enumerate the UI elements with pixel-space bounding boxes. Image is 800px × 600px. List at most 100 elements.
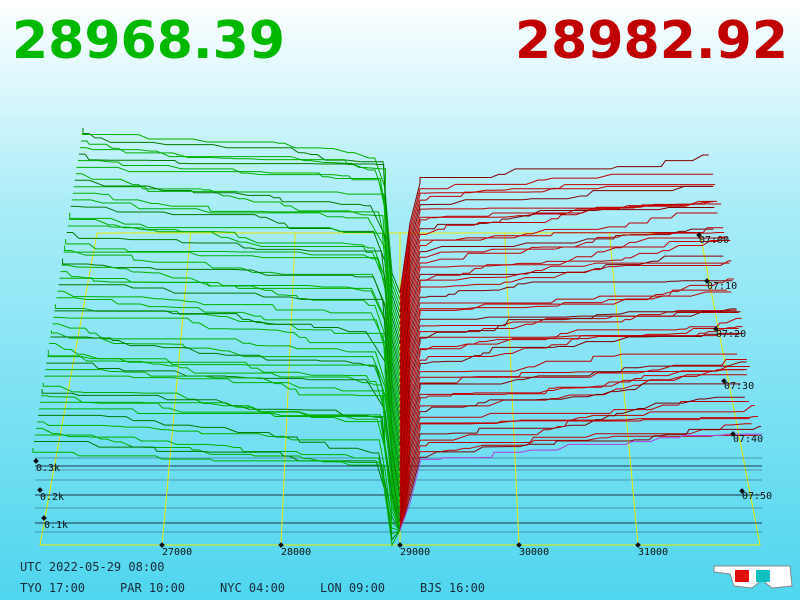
ask-depth-line — [399, 311, 739, 459]
ask-depth-line — [399, 353, 738, 504]
price-label: 28000 — [281, 547, 311, 558]
ask-depth-line — [399, 418, 750, 531]
time-label: 07:30 — [724, 381, 754, 392]
tick-marker — [696, 232, 702, 238]
ask-depth-line — [399, 200, 718, 325]
ask-depth-line — [399, 278, 735, 434]
bid-depth-line — [77, 160, 401, 325]
ask-depth-line — [399, 280, 733, 421]
time-label: 07:10 — [707, 281, 737, 292]
bid-depth-line — [65, 239, 401, 402]
bid-depth-line — [47, 350, 401, 510]
price-label: 31000 — [638, 547, 668, 558]
tick-marker — [739, 488, 745, 494]
tick-marker — [704, 278, 710, 284]
ask-depth-line — [399, 239, 731, 408]
city-time: LON 09:00 — [320, 581, 385, 595]
bid-depth-line — [45, 369, 401, 529]
ask-depth-line — [399, 262, 730, 402]
time-label: 07:50 — [742, 491, 772, 502]
bid-depth-line — [34, 440, 401, 541]
ask-depth-line — [399, 333, 740, 497]
bid-depth-line — [64, 245, 401, 408]
ask-depth-line — [399, 185, 713, 319]
bid-depth-line — [52, 323, 401, 485]
tick-marker — [278, 542, 284, 548]
ask-depth-line — [399, 434, 758, 531]
price-grid — [504, 232, 520, 546]
ask-depth-line — [399, 207, 715, 345]
tick-marker — [635, 542, 641, 548]
ask-depth-line — [399, 326, 743, 485]
ask-depth-line — [399, 327, 739, 465]
axis-labels: 27000 28000 29000 30000 31000 07:00 07:10 07:20… — [33, 232, 772, 558]
bid-depth-line — [82, 128, 401, 294]
bid-depth-line — [71, 199, 401, 364]
bid-depth-line — [41, 389, 401, 531]
bid-depth-line — [63, 251, 401, 415]
depth-label: 0.3k — [36, 463, 60, 474]
ask-price: 28982.92 — [515, 11, 788, 71]
bid-depth-line — [60, 271, 401, 434]
ask-depth-line — [399, 184, 716, 313]
tick-marker — [721, 378, 727, 384]
bid-depth-line — [35, 434, 401, 535]
bid-depth-line — [67, 225, 401, 389]
bid-depth-line — [72, 192, 401, 357]
tick-marker — [516, 542, 522, 548]
bid-depth-line — [40, 401, 401, 531]
bid-depth-line — [44, 375, 401, 531]
bid-depth-line — [42, 382, 401, 531]
bid-depth-line — [37, 421, 401, 531]
bid-depth-line — [36, 427, 401, 531]
depth-label: 0.1k — [44, 520, 68, 531]
ask-depth-line — [399, 231, 725, 383]
bid-depth-line — [75, 173, 401, 338]
tick-marker — [41, 515, 47, 521]
bid-depth-line — [73, 186, 401, 351]
bid-depth-line — [56, 297, 401, 459]
bid-depth-line — [78, 153, 401, 319]
depth-lines — [32, 128, 762, 547]
ask-depth-line — [399, 308, 737, 446]
ask-depth-line — [399, 311, 741, 472]
ask-depth-line — [399, 401, 749, 531]
bid-depth-line — [53, 316, 401, 478]
time-label: 07:20 — [716, 329, 746, 340]
tick-marker — [159, 542, 165, 548]
bid-depth-line — [79, 147, 401, 313]
bid-depth-line — [81, 134, 401, 300]
time-label: 07:40 — [733, 434, 763, 445]
bid-depth-line — [54, 310, 401, 472]
bid-depth-line — [39, 408, 401, 531]
ask-depth-line — [399, 383, 741, 531]
price-label: 27000 — [162, 547, 192, 558]
bid-depth-line — [76, 166, 401, 332]
price-label: 30000 — [519, 547, 549, 558]
bid-depth-line — [50, 336, 401, 497]
city-time: BJS 16:00 — [420, 581, 485, 595]
ask-depth-line — [399, 289, 727, 440]
ask-depth-line — [399, 369, 747, 516]
bid-depth-line — [66, 231, 401, 395]
ask-depth-line — [399, 291, 732, 427]
bid-depth-line — [49, 343, 401, 504]
ask-depth-line — [399, 203, 722, 351]
utc-time: UTC 2022-05-29 08:00 — [20, 560, 165, 574]
glasses-icon — [713, 565, 793, 589]
ask-depth-line — [399, 173, 714, 300]
bid-depth-line — [62, 258, 401, 421]
bid-depth-line — [70, 205, 401, 370]
tick-marker — [713, 326, 719, 332]
price-label: 29000 — [400, 547, 430, 558]
bid-depth-line — [58, 284, 401, 446]
ask-depth-line — [399, 425, 761, 531]
city-time: PAR 10:00 — [120, 581, 185, 595]
ask-depth-line — [399, 433, 762, 531]
bid-depth-line — [41, 395, 401, 531]
bid-price: 28968.39 — [12, 11, 285, 71]
time-label: 07:00 — [699, 235, 729, 246]
ask-depth-line — [399, 361, 747, 523]
ask-depth-line — [399, 317, 742, 478]
